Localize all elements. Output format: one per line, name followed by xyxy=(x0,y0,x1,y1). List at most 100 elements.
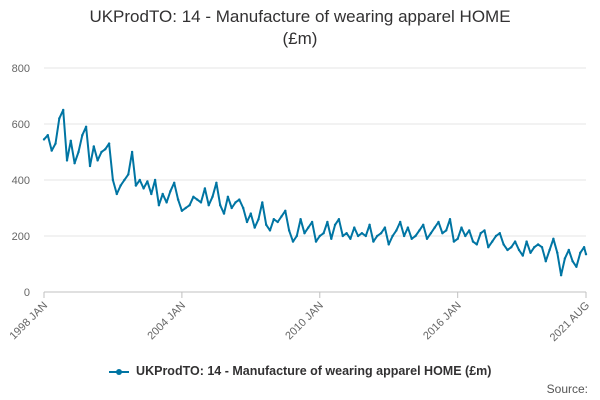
data-point[interactable] xyxy=(406,226,410,229)
data-point[interactable] xyxy=(242,206,245,210)
data-point[interactable] xyxy=(487,246,490,249)
data-point[interactable] xyxy=(433,226,436,229)
data-point[interactable] xyxy=(261,201,264,204)
data-point[interactable] xyxy=(161,192,164,196)
data-point[interactable] xyxy=(468,229,471,232)
data-point[interactable] xyxy=(69,139,73,142)
data-point[interactable] xyxy=(391,234,394,238)
data-point[interactable] xyxy=(464,234,467,238)
data-point[interactable] xyxy=(276,220,279,224)
data-point[interactable] xyxy=(579,251,582,254)
series-line[interactable] xyxy=(43,109,587,277)
data-point[interactable] xyxy=(62,108,65,112)
data-point[interactable] xyxy=(571,260,574,263)
data-point[interactable] xyxy=(567,248,570,252)
data-point[interactable] xyxy=(441,232,444,235)
data-point[interactable] xyxy=(58,117,61,120)
data-point[interactable] xyxy=(372,240,375,243)
data-point[interactable] xyxy=(77,150,80,154)
data-point[interactable] xyxy=(402,234,406,238)
data-point[interactable] xyxy=(479,232,482,235)
data-point[interactable] xyxy=(307,226,310,229)
data-point[interactable] xyxy=(142,187,145,190)
data-point[interactable] xyxy=(498,232,501,235)
data-point[interactable] xyxy=(425,237,429,240)
data-point[interactable] xyxy=(123,178,126,182)
data-point[interactable] xyxy=(422,223,425,226)
data-point[interactable] xyxy=(96,159,99,162)
data-point[interactable] xyxy=(445,229,448,232)
data-point[interactable] xyxy=(291,240,295,243)
data-point[interactable] xyxy=(448,218,452,221)
data-point[interactable] xyxy=(314,240,318,243)
data-point[interactable] xyxy=(460,226,463,229)
data-point[interactable] xyxy=(146,180,149,183)
data-point[interactable] xyxy=(517,248,521,252)
data-point[interactable] xyxy=(494,234,498,238)
data-point[interactable] xyxy=(219,204,222,207)
data-point[interactable] xyxy=(536,243,540,246)
data-point[interactable] xyxy=(238,198,241,201)
data-point[interactable] xyxy=(226,195,230,198)
data-point[interactable] xyxy=(287,229,291,232)
data-point[interactable] xyxy=(188,204,191,207)
data-point[interactable] xyxy=(368,223,371,226)
data-point[interactable] xyxy=(138,178,141,182)
data-point[interactable] xyxy=(529,251,532,254)
data-point[interactable] xyxy=(115,192,119,196)
data-point[interactable] xyxy=(395,229,398,232)
data-point[interactable] xyxy=(280,215,283,218)
data-point[interactable] xyxy=(222,212,226,215)
data-point[interactable] xyxy=(111,178,115,182)
data-point[interactable] xyxy=(65,159,69,162)
data-point[interactable] xyxy=(173,181,176,184)
data-point[interactable] xyxy=(169,190,172,193)
data-point[interactable] xyxy=(253,226,256,229)
data-point[interactable] xyxy=(337,218,341,221)
data-point[interactable] xyxy=(326,220,329,224)
data-point[interactable] xyxy=(265,223,268,226)
data-point[interactable] xyxy=(176,198,180,201)
data-point[interactable] xyxy=(544,260,547,263)
data-point[interactable] xyxy=(552,237,555,240)
data-point[interactable] xyxy=(127,173,130,176)
data-point[interactable] xyxy=(42,138,46,141)
data-point[interactable] xyxy=(84,125,88,128)
data-point[interactable] xyxy=(521,254,524,257)
data-point[interactable] xyxy=(399,220,402,224)
data-point[interactable] xyxy=(376,234,379,238)
data-point[interactable] xyxy=(584,253,588,256)
data-point[interactable] xyxy=(310,220,314,224)
data-point[interactable] xyxy=(452,240,456,243)
data-point[interactable] xyxy=(73,162,76,165)
data-point[interactable] xyxy=(533,246,536,249)
data-point[interactable] xyxy=(180,209,184,212)
data-point[interactable] xyxy=(257,218,260,221)
data-point[interactable] xyxy=(268,229,272,232)
data-point[interactable] xyxy=(130,150,134,154)
data-point[interactable] xyxy=(215,181,218,184)
data-point[interactable] xyxy=(383,226,387,229)
data-point[interactable] xyxy=(491,240,494,243)
data-point[interactable] xyxy=(341,234,344,238)
data-point[interactable] xyxy=(387,243,390,246)
data-point[interactable] xyxy=(318,234,321,238)
data-point[interactable] xyxy=(295,234,298,238)
data-point[interactable] xyxy=(330,237,333,240)
data-point[interactable] xyxy=(284,209,287,212)
data-point[interactable] xyxy=(230,206,233,210)
data-point[interactable] xyxy=(107,142,111,145)
data-point[interactable] xyxy=(104,148,107,151)
data-point[interactable] xyxy=(471,240,475,243)
data-point[interactable] xyxy=(345,232,348,235)
data-point[interactable] xyxy=(100,150,103,154)
data-point[interactable] xyxy=(165,201,168,204)
data-point[interactable] xyxy=(502,243,505,246)
data-point[interactable] xyxy=(548,248,551,252)
data-point[interactable] xyxy=(54,142,57,145)
data-point[interactable] xyxy=(437,220,440,224)
data-point[interactable] xyxy=(559,274,563,277)
data-point[interactable] xyxy=(119,184,122,187)
data-point[interactable] xyxy=(303,232,306,235)
data-point[interactable] xyxy=(322,232,325,235)
